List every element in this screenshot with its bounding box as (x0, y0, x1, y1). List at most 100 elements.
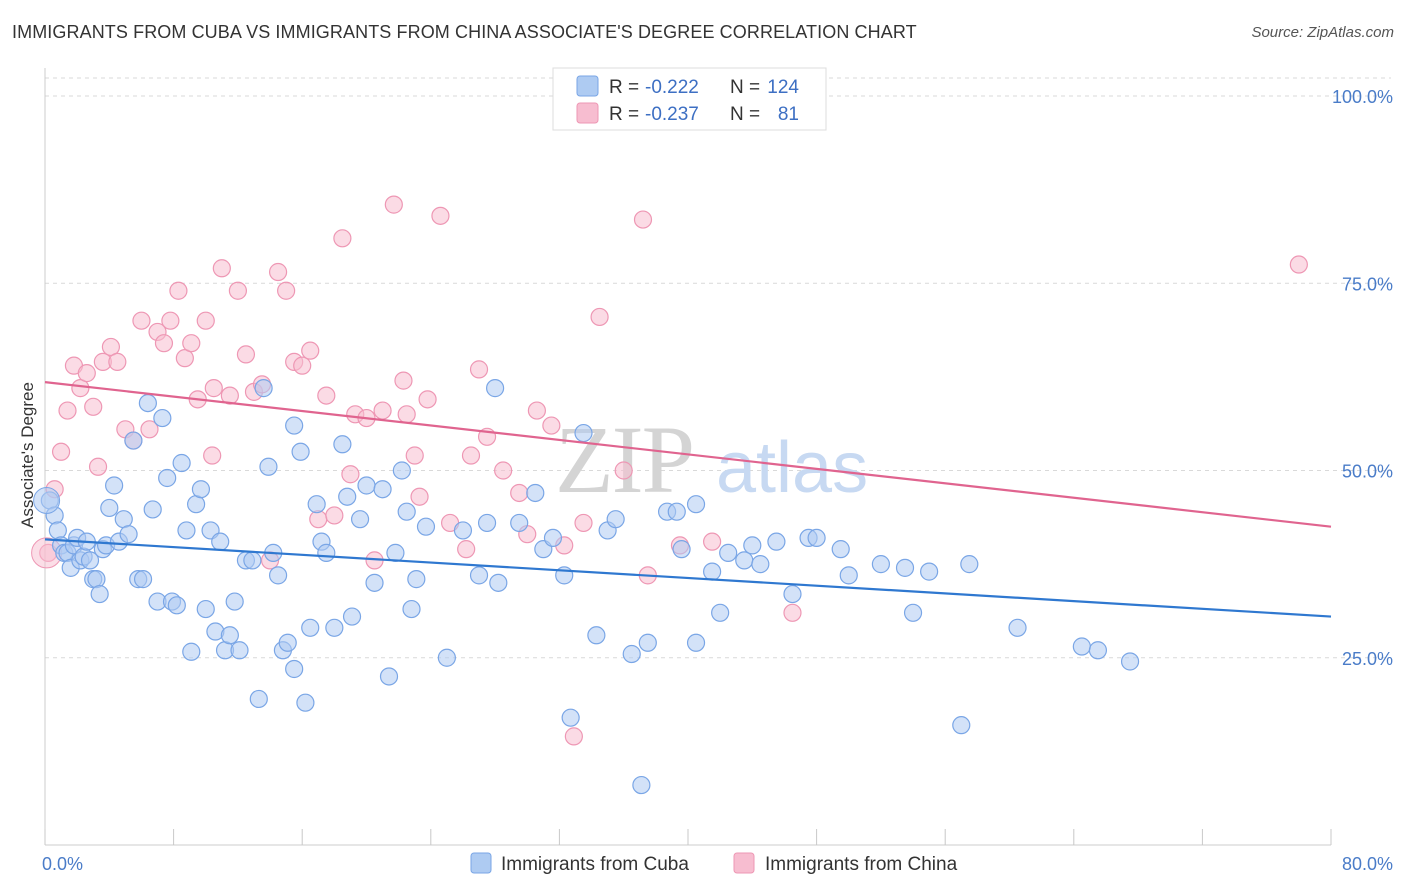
cuba-point (686, 633, 706, 652)
cuba-point (477, 513, 497, 533)
trend-lines (44, 381, 1332, 618)
cuba-point (105, 476, 124, 495)
china-point (236, 345, 256, 364)
cuba-point (187, 495, 206, 514)
cuba-point (952, 716, 971, 735)
bottom-legend-cuba-swatch (470, 852, 492, 874)
china-point (384, 195, 403, 214)
legend: R = -0.222 N = 124 R = -0.237 N = 81 (552, 67, 827, 131)
cuba-point (317, 543, 336, 562)
cuba-point (342, 607, 362, 626)
cuba-point (1008, 618, 1027, 637)
china-point (317, 386, 336, 405)
china-point (88, 457, 108, 476)
china-point (614, 461, 633, 480)
cuba-point (301, 618, 320, 637)
cuba-point (903, 603, 923, 622)
china-point (1289, 255, 1308, 274)
cuba-point (191, 480, 211, 499)
axes (44, 68, 1332, 846)
bottom-legend-cuba-label: Immigrants from Cuba (501, 854, 689, 875)
watermark: ZIP atlas (555, 406, 868, 513)
cuba-point (526, 483, 545, 503)
cuba-point (211, 532, 230, 551)
cuba-point (638, 633, 657, 652)
cuba-point (172, 453, 191, 473)
cuba-point (90, 584, 109, 604)
china-point (494, 461, 513, 480)
cuba-point (307, 495, 326, 514)
cuba-point (392, 461, 411, 480)
cuba-point (296, 693, 315, 712)
china-point (196, 311, 215, 330)
china-point (410, 487, 429, 506)
cuba-point (80, 551, 100, 570)
china-point (333, 229, 352, 248)
series-cuba-points (33, 379, 1140, 795)
china-trend-line (44, 381, 1332, 528)
cuba-point (386, 543, 405, 562)
bottom-legend-china-swatch (733, 852, 755, 874)
cuba-point (510, 513, 529, 533)
china-point (58, 401, 77, 420)
cuba-point (379, 667, 399, 686)
china-point (154, 334, 174, 353)
cuba-point (182, 642, 201, 661)
legend-china-n-value: 81 (778, 104, 799, 125)
china-point (633, 210, 653, 229)
cuba-point (285, 659, 304, 679)
chart-title: IMMIGRANTS FROM CUBA VS IMMIGRANTS FROM … (12, 22, 917, 42)
cuba-point (33, 486, 61, 514)
cuba-point (259, 457, 278, 476)
china-point (77, 364, 96, 383)
cuba-point (703, 562, 722, 581)
cuba-point (751, 555, 770, 574)
cuba-point (325, 618, 344, 637)
cuba-point (124, 431, 143, 450)
cuba-point (177, 521, 196, 540)
cuba-point (486, 379, 505, 398)
cuba-point (735, 551, 754, 570)
y-tick-label: 50.0% (1342, 462, 1393, 482)
cuba-point (397, 502, 416, 521)
china-point (394, 371, 413, 390)
cuba-point (243, 551, 262, 570)
cuba-point (338, 487, 357, 506)
china-point (293, 356, 312, 375)
china-point (132, 311, 151, 330)
cuba-point (871, 555, 891, 574)
cuba-point (268, 566, 288, 585)
legend-china-r-value: -0.237 (645, 104, 699, 125)
cuba-point (587, 626, 606, 645)
china-point (309, 510, 328, 529)
cuba-point (350, 510, 370, 529)
legend-cuba-n-label: N = (730, 77, 760, 98)
legend-china-r-label: R = (609, 104, 639, 125)
cuba-point (711, 603, 730, 622)
legend-cuba-swatch (576, 75, 599, 97)
y-tick-label: 75.0% (1342, 274, 1393, 294)
cuba-point (87, 570, 106, 589)
china-point (574, 513, 593, 533)
china-point (203, 446, 222, 465)
china-point (204, 379, 223, 398)
cuba-point (230, 641, 249, 660)
cuba-point (960, 555, 979, 574)
cuba-point (143, 500, 162, 519)
cuba-point (167, 596, 186, 615)
china-point (542, 416, 561, 435)
cuba-point (249, 689, 268, 709)
china-point (301, 341, 320, 360)
china-point (277, 281, 296, 300)
china-point (325, 506, 344, 525)
cuba-point (225, 592, 244, 611)
bottom-legend-china-label: Immigrants from China (765, 854, 958, 875)
cuba-point (839, 566, 858, 585)
cuba-point (357, 476, 376, 495)
cuba-point (1072, 637, 1091, 656)
y-tick-label: 25.0% (1342, 649, 1393, 669)
cuba-point (632, 775, 651, 795)
cuba-point (254, 379, 273, 398)
cuba-point (719, 543, 738, 562)
